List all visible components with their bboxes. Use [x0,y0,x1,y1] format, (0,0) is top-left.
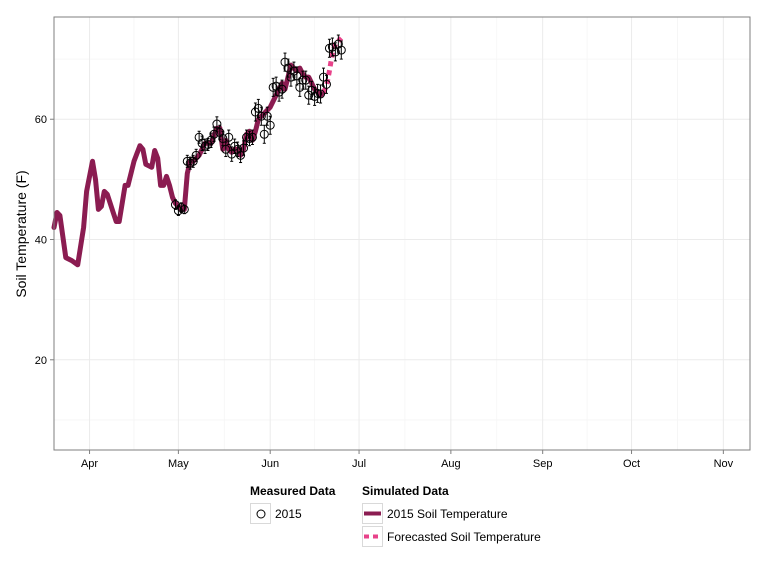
measured-point [173,206,183,216]
measured-point [247,132,257,142]
measured-point [292,71,302,81]
legend-measured-item: 2015 [250,502,335,525]
legend-forecast-item: Forecasted Soil Temperature [362,525,541,548]
legend-forecast-label: Forecasted Soil Temperature [387,529,541,544]
measured-point [286,72,296,82]
measured-points [170,34,346,216]
measured-point [194,132,204,142]
measured-point [304,90,314,100]
measured-point [301,75,311,85]
measured-point [176,203,186,213]
legend-simulated-label: 2015 Soil Temperature [387,506,508,521]
legend-measured-label: 2015 [275,506,302,521]
measured-point [221,144,231,154]
measured-point [327,42,337,52]
x-tick-label: Nov [714,458,734,470]
measured-point [330,47,340,57]
measured-point [197,138,207,148]
measured-point [274,87,284,97]
measured-point [179,204,189,214]
measured-point [336,45,346,55]
measured-point [253,103,263,113]
plot-panel [54,17,750,450]
measured-point [212,119,222,129]
y-axis-title: Soil Temperature (F) [13,170,29,297]
y-tick-label: 60 [35,114,47,126]
legend-simulated: Simulated Data 2015 Soil Temperature For… [362,484,541,548]
plot-border [53,16,751,451]
measured-point [218,133,228,143]
y-axis: 20 40 60 [35,114,54,367]
measured-point [316,89,326,99]
measured-point [200,141,210,151]
y-tick-label: 40 [35,235,47,247]
measured-point [289,66,299,76]
open-circle-icon [250,503,271,524]
y-tick-label: 20 [35,355,47,367]
measured-point [277,84,287,94]
measured-point [230,141,240,151]
measured-point [233,144,243,154]
x-tick-label: Jul [352,458,366,470]
legend-simulated-item: 2015 Soil Temperature [362,502,541,525]
measured-point [265,120,275,130]
x-tick-label: Apr [81,458,98,470]
measured-point [313,88,323,98]
x-tick-label: Aug [441,458,461,470]
measured-point [271,81,281,91]
measured-point [209,129,219,139]
legend-measured-title: Measured Data [250,484,336,498]
legend-measured: Measured Data 2015 [250,484,335,525]
dashed-line-icon [362,526,383,547]
measured-point [298,75,308,85]
measured-point [227,149,237,159]
measured-point [185,158,195,168]
measured-point [321,79,331,89]
measured-point [182,156,192,166]
measured-point [259,129,269,139]
measured-point [206,135,216,145]
measured-point [239,143,249,153]
solid-line-icon [362,503,383,524]
measured-point [310,91,320,101]
x-tick-label: May [168,458,189,470]
x-tick-label: Sep [533,458,553,470]
measured-point [256,111,266,121]
x-tick-label: Jun [261,458,279,470]
measured-point [170,200,180,210]
legend-simulated-title: Simulated Data [362,484,449,498]
x-tick-label: Oct [623,458,640,470]
measured-point [333,39,343,49]
simulated-temperature-line [51,62,326,268]
x-axis: Apr May Jun Jul Aug Sep Oct Nov [81,450,734,470]
measured-point [215,127,225,137]
measured-point [224,132,234,142]
measured-point [280,57,290,67]
grid-major [54,17,750,450]
measured-point [191,150,201,160]
measured-point [307,85,317,95]
